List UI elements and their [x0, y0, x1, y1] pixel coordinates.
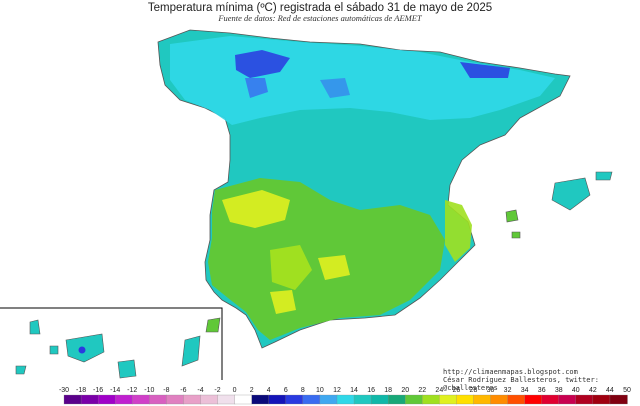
- teide-cold-spot: [78, 346, 86, 354]
- legend-tick-label: 26: [452, 387, 460, 394]
- legend-tick-label: 32: [504, 387, 512, 394]
- legend-swatch: [251, 394, 270, 405]
- legend-swatch: [592, 394, 611, 405]
- legend-tick-label: -30: [59, 387, 69, 394]
- legend-tick-label: -6: [180, 387, 186, 394]
- legend-swatch: [285, 394, 304, 405]
- legend-swatch: [388, 394, 406, 405]
- legend-swatch: [541, 394, 560, 405]
- cantabrian-cold-zone: [235, 50, 290, 78]
- legend-swatch: [507, 394, 526, 405]
- map-subtitle: Fuente de datos: Red de estaciones autom…: [218, 13, 422, 23]
- legend-tick-label: 30: [487, 387, 495, 394]
- legend-tick-label: 6: [284, 387, 288, 394]
- jaen-hot-zone: [318, 255, 350, 280]
- guadalquivir-hot-zone: [222, 190, 290, 228]
- galicia-cold-zone: [245, 78, 268, 98]
- legend-tick-label: -4: [197, 387, 203, 394]
- legend-tick-label: 4: [267, 387, 271, 394]
- legend-tick-label: 22: [418, 387, 426, 394]
- legend-swatch: [319, 394, 338, 405]
- extremadura-hot-zone: [270, 245, 312, 290]
- legend-swatch: [200, 394, 219, 405]
- legend-tick-label: 8: [301, 387, 305, 394]
- legend-swatch: [97, 394, 116, 405]
- legend-tick-label: 16: [367, 387, 375, 394]
- seville-hot-zone: [270, 290, 296, 314]
- legend-tick-label: -8: [163, 387, 169, 394]
- legend-swatch: [558, 394, 577, 405]
- lanzarote-island: [205, 317, 221, 333]
- credit-author: César Rodríguez Ballesteros, twitter: @c…: [443, 376, 599, 392]
- legend-swatch: [234, 394, 253, 405]
- legend-tick-label: -12: [127, 387, 137, 394]
- legend-tick-label: 36: [538, 387, 546, 394]
- legend-swatch: [609, 394, 628, 405]
- legend-tick-label: 18: [384, 387, 392, 394]
- legend-tick-label: 50: [623, 387, 631, 394]
- menorca-island: [595, 171, 613, 181]
- legend-tick-label: 38: [555, 387, 563, 394]
- legend-tick-label: 42: [589, 387, 597, 394]
- legend-tick-label: 24: [435, 387, 443, 394]
- east-coast-warm: [445, 200, 472, 262]
- formentera-island: [511, 231, 521, 239]
- legend-swatch: [490, 394, 509, 405]
- legend-swatch: [405, 394, 423, 405]
- la-palma-island: [29, 319, 41, 335]
- legend-swatch: [353, 394, 372, 405]
- legend-swatch: [422, 394, 440, 405]
- legend-tick-label: 40: [572, 387, 580, 394]
- legend-swatch: [183, 394, 202, 405]
- legend-tick-label: 34: [521, 387, 529, 394]
- legend-swatch: [439, 394, 458, 405]
- legend-tick-label: 14: [350, 387, 358, 394]
- legend-swatch: [80, 394, 99, 405]
- legend-swatch: [217, 394, 236, 405]
- legend-tick-label: -2: [214, 387, 220, 394]
- la-gomera-island: [49, 345, 59, 355]
- legend-swatch: [456, 394, 475, 405]
- legend-tick-label: -10: [144, 387, 154, 394]
- el-hierro-island: [15, 365, 27, 375]
- legend-tick-label: 2: [250, 387, 254, 394]
- legend-tick-label: -16: [93, 387, 103, 394]
- legend-tick-label: 10: [316, 387, 324, 394]
- map-title: Temperatura mínima (ºC) registrada el sá…: [147, 2, 493, 14]
- ibiza-island: [505, 209, 519, 223]
- gran-canaria-island: [117, 359, 137, 379]
- mallorca-island: [551, 177, 591, 211]
- credit-url: http://climaenmapas.blogspot.com: [443, 368, 578, 376]
- legend-tick-label: 28: [470, 387, 478, 394]
- legend-swatch: [370, 394, 389, 405]
- legend-swatch: [575, 394, 594, 405]
- tenerife-island: [65, 333, 105, 363]
- legend-tick-label: 44: [606, 387, 614, 394]
- legend-tick-label: 0: [233, 387, 237, 394]
- legend-tick-label: 20: [401, 387, 409, 394]
- central-cool-zone: [320, 78, 350, 98]
- legend-swatch: [149, 394, 168, 405]
- pyrenees-cold-zone: [460, 62, 510, 78]
- legend-swatch: [336, 394, 355, 405]
- legend-tick-label: -18: [76, 387, 86, 394]
- legend-tick-label: 12: [333, 387, 341, 394]
- legend-swatch: [166, 394, 185, 405]
- temperature-map: [0, 29, 613, 380]
- color-scale-legend: -30 -18 -16 -14 -12 -10 -8 -6 -4 -2 0 2 4 6 8 10 12 14 16 1…: [59, 387, 631, 405]
- legend-swatch: [473, 394, 492, 405]
- legend-tick-label: -14: [110, 387, 120, 394]
- legend-swatch: [132, 394, 150, 405]
- fuerteventura-island: [181, 335, 201, 367]
- legend-swatch: [268, 394, 287, 405]
- legend-swatch: [63, 394, 82, 405]
- legend-swatch: [302, 394, 321, 405]
- legend-swatch: [524, 394, 543, 405]
- legend-swatch: [115, 394, 133, 405]
- canary-inset-frame: [0, 307, 223, 380]
